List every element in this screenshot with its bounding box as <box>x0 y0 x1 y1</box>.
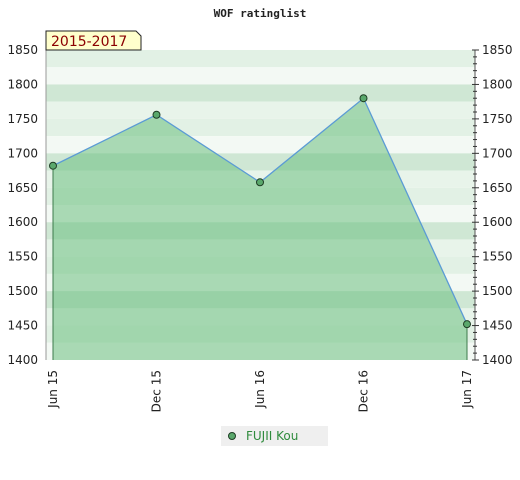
x-tick-label: Dec 16 <box>357 370 371 412</box>
legend-series-label: FUJII Kou <box>246 429 298 443</box>
right-y-axis: 1400 1450 1500 1550 1600 1650 1700 1750 1800 1850 <box>472 43 513 367</box>
data-point[interactable] <box>256 178 264 187</box>
y-tick-label-right: 1500 <box>482 284 513 298</box>
y-tick-label-left: 1550 <box>7 250 38 264</box>
x-axis: Jun 15 Dec 15 Jun 16 Dec 16 Jun 17 <box>46 370 474 412</box>
series-area <box>53 98 467 360</box>
data-point[interactable] <box>359 94 368 103</box>
background-band <box>46 84 475 102</box>
y-tick-label-right: 1850 <box>482 43 513 57</box>
background-band <box>46 101 475 119</box>
y-tick-label-left: 1650 <box>7 181 38 195</box>
chart-title: WOF ratinglist <box>214 7 307 20</box>
y-tick-label-right: 1800 <box>482 77 513 91</box>
x-tick-label: Dec 15 <box>150 370 164 412</box>
x-tick-label: Jun 15 <box>46 370 60 409</box>
y-tick-label-left: 1400 <box>7 353 38 367</box>
data-point[interactable] <box>49 161 57 170</box>
y-tick-label-left: 1600 <box>7 215 38 229</box>
y-tick-label-right: 1450 <box>482 319 513 333</box>
background-band <box>46 118 475 137</box>
background-band <box>46 67 475 85</box>
data-point[interactable] <box>152 110 161 119</box>
x-tick-label: Jun 17 <box>460 370 474 409</box>
period-badge-bg <box>45 30 142 51</box>
y-tick-label-right: 1550 <box>482 250 513 264</box>
legend[interactable]: FUJII Kou <box>221 426 328 446</box>
y-tick-label-right: 1700 <box>482 146 513 160</box>
y-tick-label-left: 1750 <box>7 112 38 126</box>
legend-bg <box>221 426 328 446</box>
y-tick-label-left: 1800 <box>7 77 38 91</box>
y-tick-label-left: 1850 <box>7 43 38 57</box>
legend-marker <box>228 432 236 440</box>
x-tick-label: Jun 16 <box>253 370 267 409</box>
y-tick-label-right: 1400 <box>482 353 513 367</box>
y-tick-label-right: 1600 <box>482 215 513 229</box>
y-tick-label-left: 1700 <box>7 146 38 160</box>
left-y-axis: 1400 1450 1500 1550 1600 1650 1700 1750 1800 1850 <box>7 43 47 367</box>
data-point[interactable] <box>463 320 471 329</box>
period-badge: 2015-2017 <box>45 30 142 51</box>
period-label: 2015-2017 <box>51 34 127 50</box>
y-tick-label-right: 1650 <box>482 181 513 195</box>
background-band <box>46 50 475 68</box>
data-points <box>49 94 471 329</box>
y-tick-label-left: 1450 <box>7 319 38 333</box>
y-tick-label-left: 1500 <box>7 284 38 298</box>
y-tick-label-right: 1750 <box>482 112 513 126</box>
